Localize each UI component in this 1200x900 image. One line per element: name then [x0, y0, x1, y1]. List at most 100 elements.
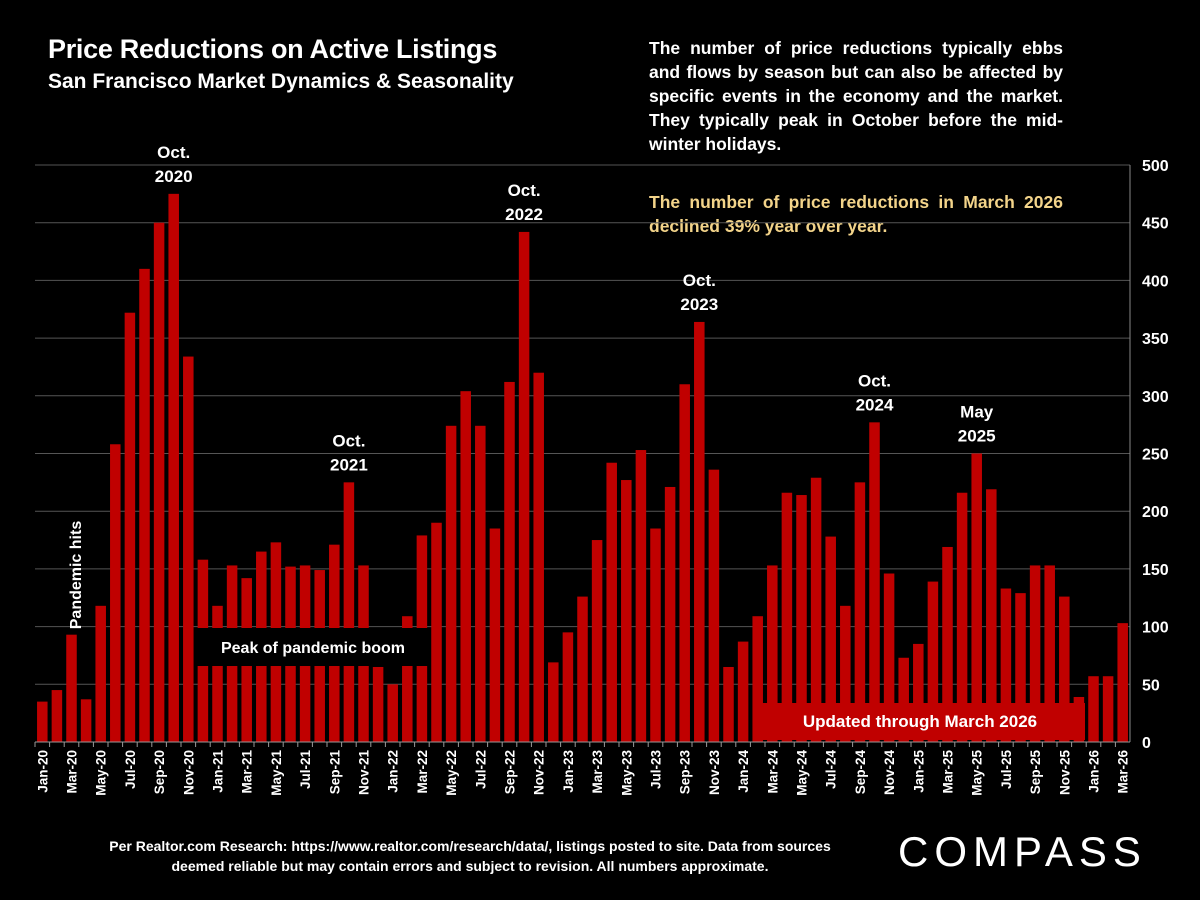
boom-label-box: [195, 628, 431, 666]
bar-Aug-22: [489, 528, 501, 742]
peak-annotation-line1: May: [960, 403, 994, 422]
bar-Apr-25: [956, 492, 968, 742]
update-label-box: [755, 703, 1085, 740]
bar-Sep-25: [1029, 565, 1041, 742]
bar-Jun-25: [986, 489, 997, 742]
x-tick-label: Nov-20: [181, 750, 196, 795]
peak-annotation-line1: Oct.: [157, 143, 190, 162]
x-tick-label: May-23: [619, 750, 634, 796]
x-tick-label: Nov-23: [707, 750, 722, 796]
bar-Nov-24: [883, 573, 895, 742]
bar-Oct-21: [343, 482, 355, 742]
bar-Jan-26: [1088, 676, 1099, 742]
y-tick-label: 450: [1142, 216, 1169, 233]
bar-Jun-23: [635, 450, 647, 742]
bar-Jul-24: [825, 536, 836, 742]
bar-Apr-23: [606, 462, 617, 742]
bar-Jun-24: [810, 477, 822, 742]
bar-Feb-20: [51, 690, 63, 742]
x-tick-label: Jan-20: [35, 750, 50, 793]
y-tick-label: 0: [1142, 735, 1151, 752]
bar-Dec-21: [372, 666, 384, 742]
x-tick-label: Sep-24: [853, 750, 868, 795]
bar-Jun-20: [110, 444, 121, 742]
bar-Oct-23: [694, 321, 705, 742]
bar-Jan-21: [212, 605, 223, 742]
x-tick-label: Nov-21: [357, 750, 372, 796]
bar-Jan-22: [387, 684, 398, 742]
bar-Aug-24: [840, 605, 851, 742]
peak-annotation-line2: 2024: [856, 395, 894, 414]
bar-Sep-22: [504, 381, 515, 742]
bar-May-22: [445, 425, 457, 742]
source-footnote: Per Realtor.com Research: https://www.re…: [109, 838, 831, 874]
bar-Nov-25: [1059, 596, 1070, 742]
peak-annotation-line2: 2022: [505, 205, 543, 224]
x-tick-label: Mar-21: [240, 750, 255, 794]
bar-Aug-23: [664, 486, 676, 742]
x-tick-label: Jan-24: [736, 750, 751, 793]
bar-Dec-24: [898, 657, 909, 742]
y-tick-label: 200: [1142, 504, 1169, 521]
peak-annotation-line1: Oct.: [332, 431, 365, 450]
pandemic-label: Pandemic hits: [68, 521, 85, 630]
bar-Feb-26: [1102, 676, 1114, 742]
bar-May-23: [621, 480, 632, 742]
bar-Aug-25: [1015, 593, 1026, 742]
bar-Jul-23: [650, 528, 661, 742]
x-tick-label: Jul-24: [824, 750, 839, 790]
peak-annotation-line2: 2025: [958, 427, 996, 446]
x-tick-label: Jan-21: [211, 750, 226, 793]
bar-Dec-23: [723, 666, 734, 742]
x-tick-label: Jul-25: [999, 750, 1014, 790]
peak-annotation-line2: 2020: [155, 167, 193, 186]
bar-May-25: [971, 453, 982, 742]
bar-Feb-24: [752, 616, 763, 742]
x-tick-label: Jan-25: [911, 750, 926, 793]
x-tick-label: Mar-23: [590, 750, 605, 794]
x-tick-label: Nov-25: [1057, 750, 1072, 796]
x-tick-label: May-24: [795, 750, 810, 796]
bar-Mar-25: [942, 546, 953, 742]
bar-Apr-24: [781, 492, 793, 742]
x-tick-label: Jul-20: [123, 750, 138, 789]
bar-Apr-22: [431, 522, 442, 742]
bar-Jun-22: [460, 391, 471, 742]
bar-May-20: [95, 605, 106, 742]
x-tick-label: Jan-26: [1087, 750, 1102, 793]
bar-Jul-25: [1000, 588, 1012, 742]
update-label: Updated through March 2026: [803, 712, 1037, 731]
bar-Sep-20: [153, 222, 165, 742]
chart-subtitle: San Francisco Market Dynamics & Seasonal…: [48, 70, 514, 93]
bar-Nov-23: [708, 469, 720, 742]
x-tick-label: Mar-20: [65, 750, 80, 794]
bar-Jan-23: [562, 632, 574, 742]
bar-Feb-23: [577, 596, 588, 742]
peak-annotation-line1: Oct.: [858, 371, 891, 390]
x-tick-label: Jul-21: [298, 750, 313, 790]
bar-Apr-20: [80, 699, 92, 742]
bar-Sep-23: [679, 384, 690, 742]
x-tick-label: Mar-26: [1116, 750, 1131, 794]
x-tick-label: Mar-22: [415, 750, 430, 794]
bar-Mar-23: [591, 540, 603, 742]
x-tick-label: Sep-20: [152, 750, 167, 794]
x-tick-label: Nov-24: [882, 750, 897, 796]
y-tick-label: 250: [1142, 447, 1169, 464]
bar-Mar-20: [66, 634, 77, 742]
bar-Jan-25: [913, 643, 924, 742]
x-tick-label: Nov-22: [532, 750, 547, 795]
x-tick-label: May-25: [970, 750, 985, 796]
bar-Aug-20: [139, 268, 150, 742]
bar-Dec-22: [548, 662, 559, 742]
bar-Oct-24: [869, 422, 880, 742]
chart-title: Price Reductions on Active Listings: [48, 34, 498, 64]
bar-Mar-26: [1117, 623, 1128, 742]
x-tick-label: Sep-25: [1028, 750, 1043, 795]
bar-May-24: [796, 495, 807, 742]
peak-annotation-line1: Oct.: [508, 181, 541, 200]
x-tick-label: May-21: [269, 750, 284, 796]
y-tick-label: 100: [1142, 620, 1169, 637]
y-tick-label: 400: [1142, 273, 1169, 290]
